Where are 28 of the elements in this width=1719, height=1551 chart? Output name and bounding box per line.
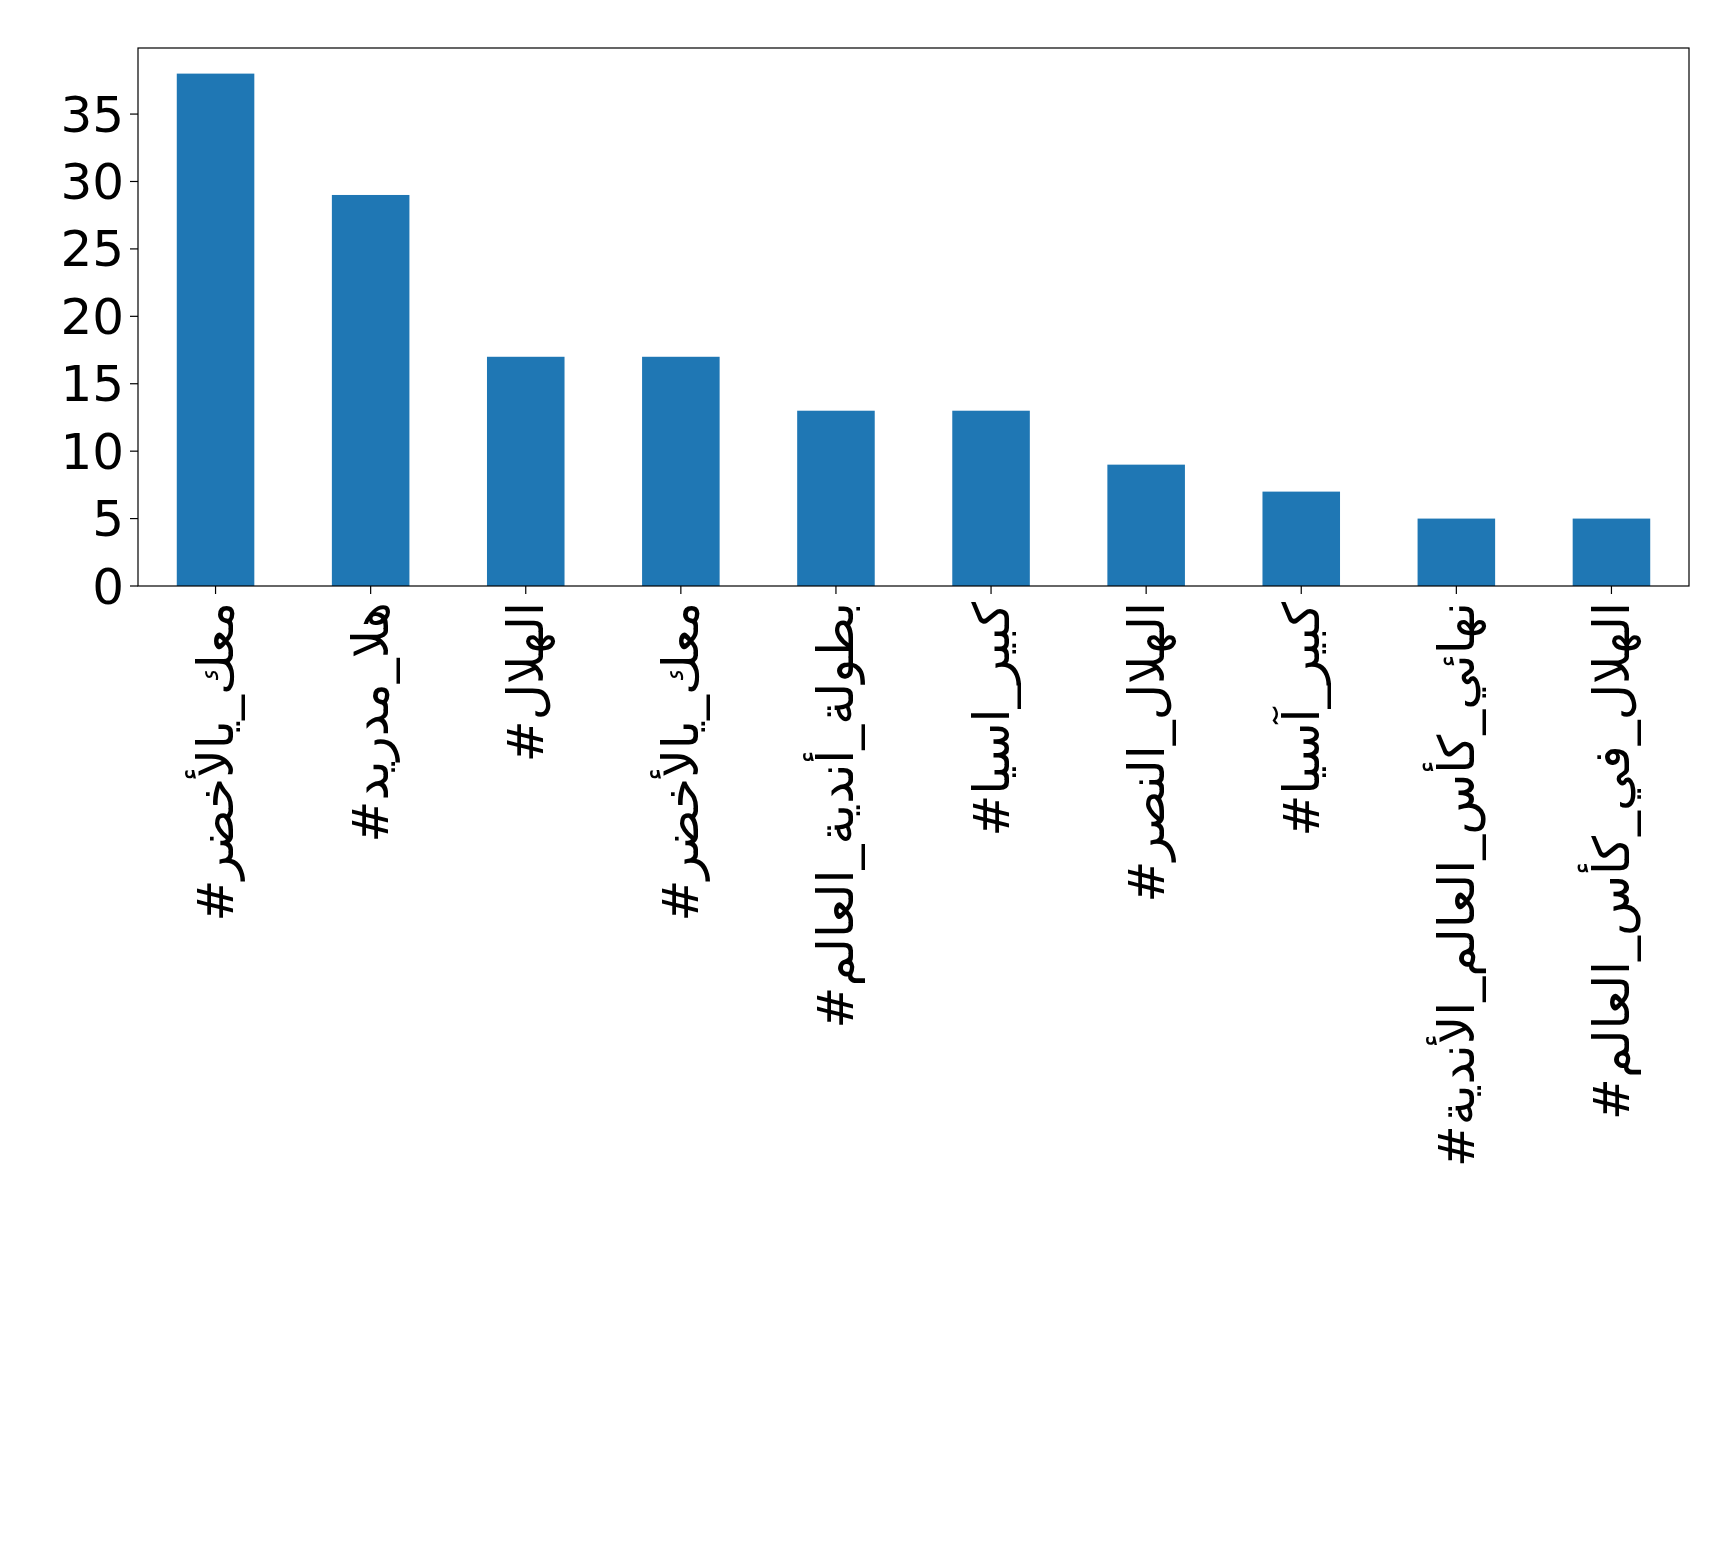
bar xyxy=(952,410,1030,586)
bar xyxy=(1572,518,1651,586)
x-tick-label: #كبير_آسيا xyxy=(1271,601,1331,837)
bar xyxy=(486,356,565,586)
bar xyxy=(331,194,410,586)
y-tick-label: 10 xyxy=(60,422,124,481)
x-tick-label: #هلا_مدريد xyxy=(342,602,401,843)
bar xyxy=(797,410,875,586)
x-tick-label: #نهائي_كأس_العالم_الأندية xyxy=(1421,602,1487,1168)
bar xyxy=(1107,464,1185,586)
y-tick-label: 35 xyxy=(60,85,124,144)
x-tick-label: #الهلال_في_كأس_العالم xyxy=(1576,602,1642,1120)
x-tick-label: #معك_يالأخضر xyxy=(185,602,246,922)
x-tick-label: #الهلال_النصر xyxy=(1117,602,1177,903)
y-tick-label: 20 xyxy=(60,287,124,346)
y-tick-label: 5 xyxy=(92,490,124,549)
x-tick-label: #الهلال xyxy=(497,602,557,763)
y-tick-label: 0 xyxy=(92,557,124,616)
x-tick-label: #بطولة_أندية_العالم xyxy=(803,602,866,1029)
bar xyxy=(1262,491,1341,586)
y-tick-label: 25 xyxy=(60,220,124,279)
y-tick-label: 30 xyxy=(60,152,124,211)
bar xyxy=(1417,518,1496,586)
y-tick-label: 15 xyxy=(60,355,124,414)
x-tick-label: #كبير_اسيا xyxy=(962,601,1021,837)
bar xyxy=(176,73,255,586)
bar xyxy=(642,356,720,586)
x-tick-label: #معك_يالأخضر xyxy=(650,602,711,922)
